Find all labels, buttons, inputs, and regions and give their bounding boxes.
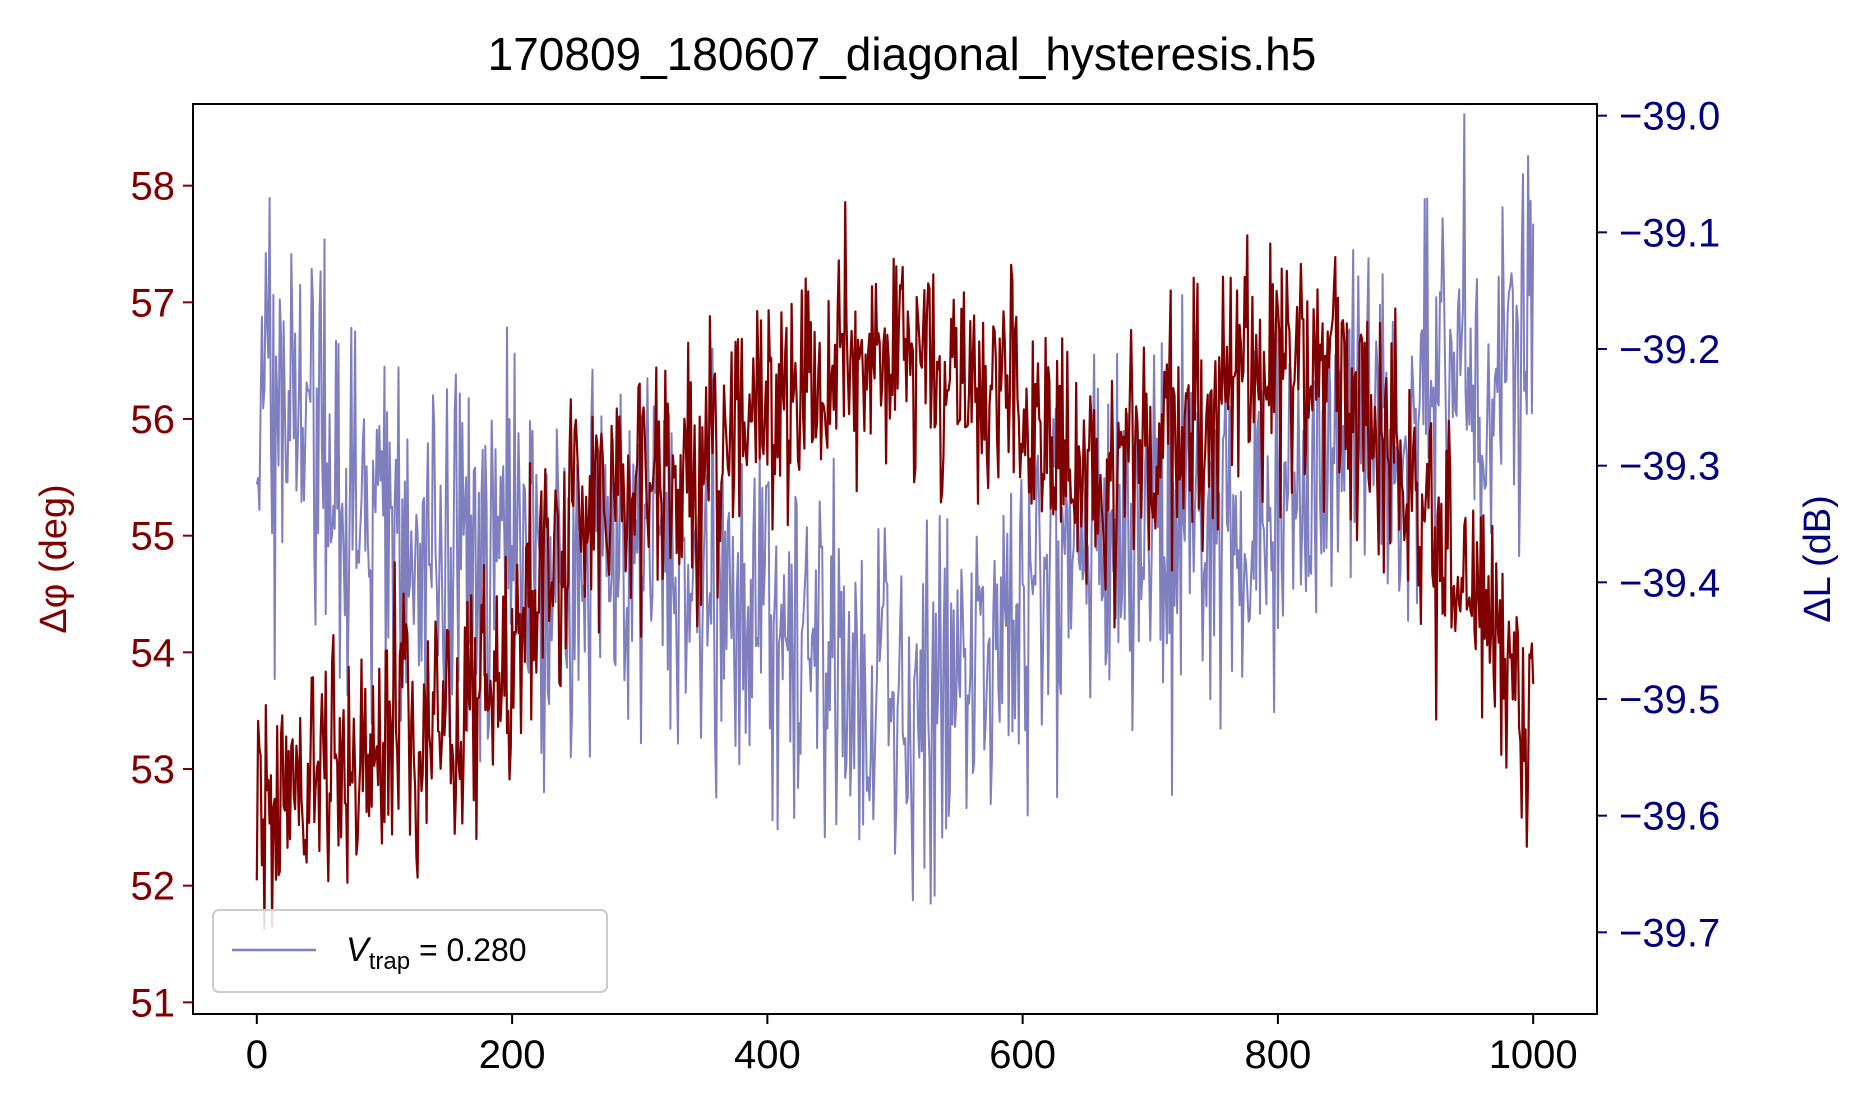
y-left-tick-label: 52 [131,865,176,909]
y-right-tick-label: −39.6 [1619,795,1720,839]
y-right-tick-label: −39.5 [1619,678,1720,722]
x-tick-label: 0 [246,1033,268,1077]
y-left-tick-label: 56 [131,398,176,442]
y-right-tick-label: −39.4 [1619,561,1720,605]
y-left-tick-label: 57 [131,281,176,325]
y-left-tick-label: 54 [131,631,176,675]
y-right-tick-label: −39.0 [1619,95,1720,139]
y-left-tick-label: 51 [131,981,176,1025]
level-series-line [255,113,1535,905]
x-axis: 0 200 400 600 800 1000 [246,1014,1578,1077]
legend-label: Vtrap = 0.280 [346,931,527,975]
y-right-tick-label: −39.7 [1619,911,1720,955]
chart-title: 170809_180607_diagonal_hysteresis.h5 [488,28,1317,80]
legend: Vtrap = 0.280 [212,909,608,993]
y-left-tick-label: 53 [131,748,176,792]
x-tick-label: 600 [989,1033,1056,1077]
y-left-tick-label: 55 [131,515,176,559]
y-axis-right: −39.7 −39.6 −39.5 −39.4 −39.3 −39.2 −39.1 −39.0… [1597,95,1839,955]
phase-series-line [255,201,1535,930]
y-left-axis-label: Δφ (deg) [33,484,75,633]
x-tick-label: 800 [1245,1033,1312,1077]
y-right-tick-label: −39.1 [1619,211,1720,255]
y-right-tick-label: −39.2 [1619,328,1720,372]
y-left-tick-label: 58 [131,165,176,209]
y-right-tick-label: −39.3 [1619,445,1720,489]
legend-box [212,909,608,993]
plot-frame [192,103,1598,1015]
x-tick-label: 1000 [1489,1033,1578,1077]
y-right-axis-label: ΔL (dB) [1797,495,1839,622]
y-axis-left: 51 52 53 54 55 56 57 58 Δφ (deg) [33,165,193,1025]
x-tick-label: 400 [734,1033,801,1077]
plot-area [192,103,1598,1015]
x-tick-label: 200 [479,1033,546,1077]
